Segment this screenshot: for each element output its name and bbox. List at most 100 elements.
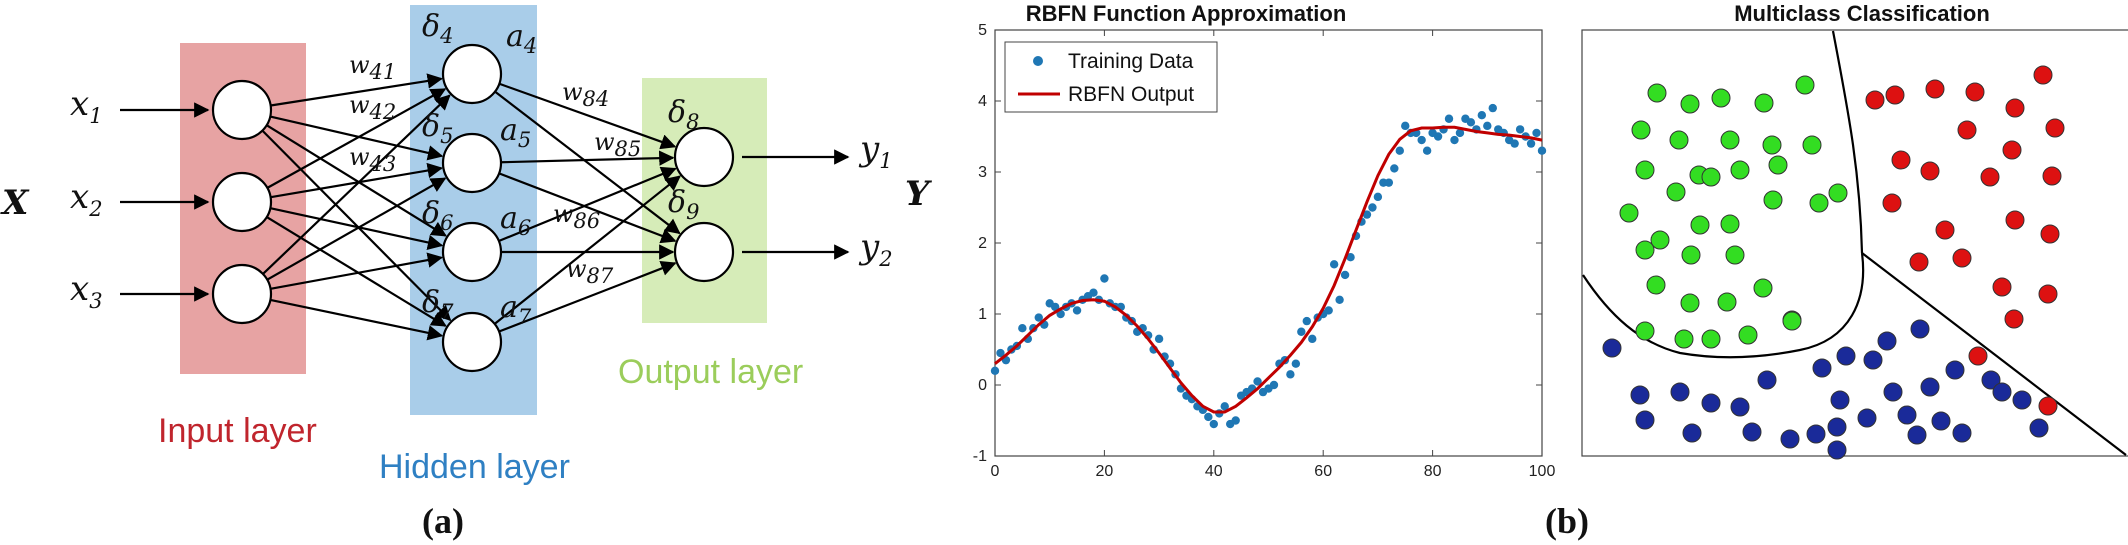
edge-hid4-out8: [498, 82, 677, 150]
green-class-point: [1666, 182, 1686, 202]
panel-a-caption: (a): [422, 501, 464, 541]
training-point: [1422, 146, 1432, 155]
edge-hid4-out9: [494, 90, 681, 235]
classification-frame: [1581, 29, 2128, 457]
training-point: [1362, 210, 1372, 219]
green-class-point: [1669, 130, 1689, 150]
activation-4-label: a4: [506, 19, 537, 58]
green-class-point: [1619, 203, 1639, 223]
green-class-point: [1711, 88, 1731, 108]
blue-class-point: [1920, 377, 1940, 397]
edge-in1-hid5: [270, 115, 444, 161]
red-class-point: [2042, 166, 2062, 186]
red-class-point: [1965, 82, 1985, 102]
training-point: [1302, 316, 1311, 326]
legend-output-label: RBFN Output: [1068, 83, 1194, 106]
training-point: [1297, 327, 1306, 336]
input-node-3: [211, 263, 273, 325]
green-class-point: [1635, 160, 1655, 180]
training-point: [1390, 164, 1399, 173]
training-point: [1089, 288, 1098, 297]
y-tick-label-5: 4: [978, 93, 987, 110]
training-point: [1450, 135, 1459, 145]
green-class-point: [1768, 155, 1788, 175]
training-point: [990, 366, 1000, 375]
green-class-point: [1680, 293, 1700, 313]
red-class-point: [1909, 252, 1929, 272]
green-class-point: [1680, 94, 1700, 114]
classification-plot: Multiclass Classification (b): [1545, 1, 2128, 541]
blue-class-point: [1863, 350, 1883, 370]
weight-85-label: w85: [594, 128, 641, 161]
activation-6-label: a6: [500, 201, 531, 240]
green-class-point: [1730, 160, 1750, 180]
green-class-point: [1802, 135, 1822, 155]
edge-in3-hid7: [270, 298, 444, 341]
blue-class-point: [1952, 423, 1972, 443]
hidden-node-6: [441, 221, 503, 283]
y-tick-label-0: -1: [973, 448, 987, 465]
training-point: [1477, 111, 1487, 120]
blue-class-point: [1836, 346, 1856, 366]
blue-class-point: [1806, 424, 1826, 444]
training-point: [1269, 380, 1279, 390]
blue-class-point: [1630, 385, 1650, 405]
network-nodes: [211, 43, 735, 373]
green-class-point: [1690, 215, 1710, 235]
y-tick-label-3: 2: [978, 235, 987, 252]
input-label-x2: x2: [70, 177, 103, 221]
green-class-point: [1720, 130, 1740, 150]
blue-class-point: [1827, 417, 1847, 437]
red-class-point: [1882, 193, 1902, 213]
training-point: [1018, 324, 1027, 333]
blue-class-point: [1883, 382, 1903, 402]
rbfn-training-points: [990, 103, 1547, 429]
x-tick-label-1: 20: [1096, 463, 1114, 480]
x-tick-label-5: 100: [1529, 463, 1556, 480]
output-node-8: [673, 126, 735, 188]
training-point: [1401, 121, 1410, 131]
green-class-point: [1635, 321, 1655, 341]
green-class-point: [1725, 245, 1745, 265]
training-point: [1526, 139, 1536, 148]
red-class-point: [1935, 220, 1955, 240]
training-point: [1455, 128, 1465, 138]
training-point: [1510, 139, 1519, 148]
rbfn-output-line: [994, 125, 1543, 414]
blue-class-point: [1857, 408, 1877, 428]
training-point: [1417, 135, 1426, 145]
weight-41-label: w41: [349, 51, 396, 84]
legend-training-marker: [1033, 56, 1043, 66]
red-class-point: [1952, 248, 1972, 268]
green-class-point: [1782, 311, 1802, 331]
delta-8-label: δ8: [668, 95, 699, 134]
edge-hid7-out9: [498, 261, 677, 333]
blue-class-point: [1635, 410, 1655, 430]
training-point: [1220, 402, 1229, 411]
activation-7-label: a7: [500, 290, 532, 329]
blue-class-point: [1945, 360, 1965, 380]
training-point: [1384, 178, 1394, 187]
blue-class-point: [2029, 418, 2049, 438]
panel-b-caption: (b): [1545, 501, 1589, 541]
red-class-point: [2045, 118, 2065, 138]
blue-class-point: [1742, 422, 1762, 442]
output-layer-label: Output layer: [618, 353, 803, 391]
weight-84-label: w84: [562, 78, 609, 111]
classification-title: Multiclass Classification: [1734, 1, 1990, 26]
big-y-label: Y: [905, 174, 932, 214]
training-point: [1050, 302, 1060, 312]
red-class-point: [1865, 90, 1885, 110]
boundary-green-red: [1831, 30, 1864, 254]
weight-86-label: w86: [553, 200, 600, 233]
green-class-point: [1701, 167, 1721, 187]
training-point: [1204, 412, 1213, 422]
training-point: [1433, 132, 1443, 141]
weight-87-label: w87: [566, 255, 614, 288]
edge-hid6-out8: [498, 166, 677, 243]
blue-class-point: [1780, 429, 1800, 449]
edge-in3-hid6: [270, 252, 444, 290]
output-layer-band: [642, 78, 767, 323]
training-point: [1072, 306, 1082, 315]
